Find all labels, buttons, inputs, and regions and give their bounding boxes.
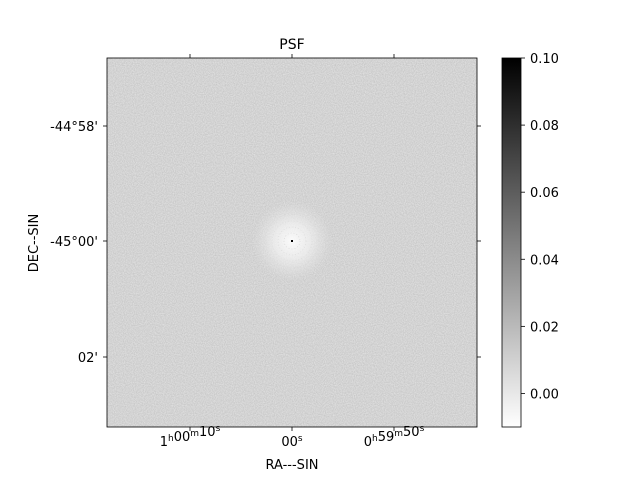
- colorbar-frame: [501, 57, 522, 428]
- psf-sidelobe-ring: [257, 206, 327, 276]
- y-axis: -44°58' -45°00' 02': [50, 120, 481, 366]
- colorbar-tick-label: 0.04: [530, 253, 559, 268]
- psf-image-panel: [106, 57, 478, 428]
- psf-sidelobe-ring: [271, 220, 313, 262]
- x-tick-label: 00s: [281, 434, 303, 450]
- colorbar-ticks: 0.10 0.08 0.06 0.04 0.02 0.00: [521, 52, 559, 402]
- colorbar-tick-label: 0.02: [530, 320, 559, 335]
- y-tick-label: -44°58': [50, 120, 98, 135]
- psf-sidelobe-rings: [257, 206, 327, 276]
- y-axis-label: DEC--SIN: [27, 214, 42, 273]
- psf-sidelobe-ring: [264, 213, 320, 269]
- psf-peak: [291, 240, 293, 242]
- colorbar-tick-label: 0.00: [530, 387, 559, 402]
- colorbar: 0.10 0.08 0.06 0.04 0.02 0.00: [501, 52, 559, 428]
- psf-sidelobe-ring: [283, 232, 301, 250]
- colorbar-gradient: [502, 58, 521, 427]
- psf-sidelobe-ring: [277, 226, 307, 256]
- x-axis: 1h00m10s 00s 0h59m50s: [160, 54, 425, 450]
- colorbar-tick-label: 0.10: [530, 52, 559, 67]
- y-tick-label: -45°00': [50, 235, 98, 250]
- chart-title: PSF: [279, 37, 304, 53]
- x-axis-label: RA---SIN: [266, 458, 319, 473]
- y-tick-label: 02': [78, 351, 98, 366]
- x-tick-label: 1h00m10s: [160, 424, 221, 450]
- colorbar-tick-label: 0.08: [530, 119, 559, 134]
- x-tick-label: 0h59m50s: [364, 424, 425, 450]
- colorbar-tick-label: 0.06: [530, 186, 559, 201]
